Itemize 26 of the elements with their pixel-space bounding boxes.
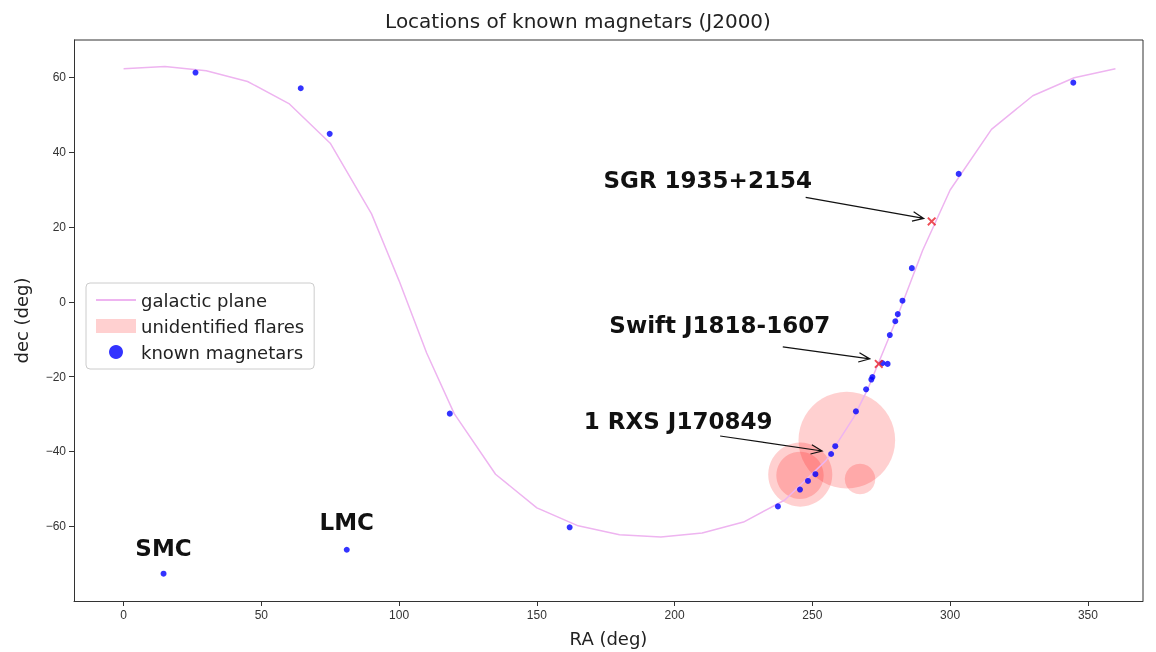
legend-label: unidentified flares bbox=[141, 315, 305, 337]
x-axis-title: RA (deg) bbox=[569, 627, 648, 649]
chart-title: Locations of known magnetars (J2000) bbox=[385, 9, 771, 33]
x-tick-label: 250 bbox=[802, 608, 823, 622]
annotation: SGR 1935+2154 bbox=[603, 167, 812, 194]
x-tick-label: 50 bbox=[254, 608, 269, 622]
annotation: Swift J1818-1607 bbox=[609, 311, 831, 338]
x-tick-label: 350 bbox=[1077, 608, 1099, 622]
annotation: LMC bbox=[319, 508, 374, 535]
x-tick-label: 150 bbox=[526, 608, 548, 622]
y-tick-label: 60 bbox=[52, 70, 67, 85]
x-tick-label: 300 bbox=[940, 608, 961, 622]
legend-label: known magnetars bbox=[141, 341, 304, 363]
y-tick-label: −60 bbox=[45, 519, 67, 534]
y-tick-label: −20 bbox=[45, 369, 67, 384]
legend-label: galactic plane bbox=[141, 289, 267, 311]
y-tick-label: 0 bbox=[59, 294, 67, 309]
annotation: SMC bbox=[135, 534, 192, 561]
y-axis-title: dec (deg) bbox=[10, 277, 32, 364]
y-tick-label: −40 bbox=[45, 444, 67, 459]
x-tick-label: 200 bbox=[664, 608, 685, 622]
y-tick-label: 40 bbox=[52, 145, 67, 160]
y-tick-label: 20 bbox=[52, 220, 67, 234]
x-tick-label: 100 bbox=[389, 608, 410, 622]
x-tick-label: 0 bbox=[120, 608, 128, 622]
annotation: 1 RXS J170849 bbox=[583, 408, 773, 435]
